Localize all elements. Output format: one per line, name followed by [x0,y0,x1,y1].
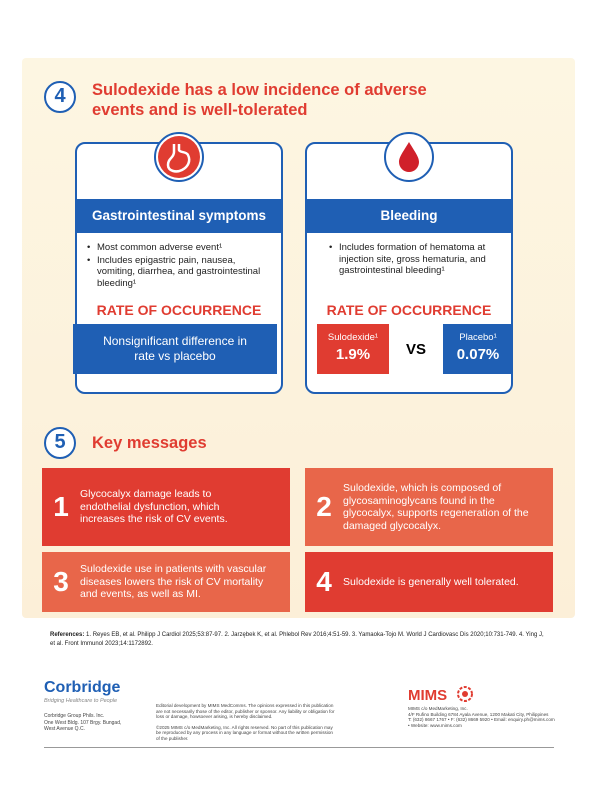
address-line: West Avenue Q.C. [44,726,85,732]
disclaimer-text: Editorial development by MIMS MedComms. … [156,703,335,720]
sponsor-tagline: Bridging Healthcare to People [44,698,118,704]
rate-heading: RATE OF OCCURRENCE [326,302,492,318]
message-number: 4 [316,565,332,597]
references: References: 1. Reyes EB, et al. Philipp … [50,631,550,649]
address-line: MIMS c/o MedMarketing, Inc. [408,706,468,711]
disclaimer-text: ©2025 MIMS c/o MedMarketing, Inc. All ri… [156,724,333,741]
bullet: Includes epigastric pain, nausea, vomiti… [87,255,275,290]
divider [44,747,554,748]
stomach-icon [154,132,204,182]
icon-graphic [388,136,430,178]
address-line: One West Bldg. 107 Brgy. Bungad, [44,719,122,726]
message-text: Sulodexide, which is composed of glycosa… [343,482,529,532]
rate-heading: RATE OF OCCURRENCE [96,302,262,318]
message-number: 2 [316,490,332,522]
box-label: Sulodexide¹ [327,332,379,343]
message-number: 1 [53,490,69,522]
publisher-address: MIMS c/o MedMarketing, Inc. 4/F Rufino B… [408,706,578,728]
section-title: Sulodexide has a low incidence of advers… [92,81,427,119]
publisher-emblem [457,686,473,702]
message: 4 Sulodexide is generally well tolerated. [305,552,553,612]
card-title: Gastrointestinal symptoms [77,199,281,233]
section-number: 5 [44,427,76,459]
card: Gastrointestinal symptoms Most common ad… [73,142,283,394]
bullet-list: Includes formation of hematoma at inject… [329,242,499,278]
address-line: • Website: www.mims.com [408,722,462,728]
references-label: References: [50,632,85,638]
bullet-list: Most common adverse event¹ Includes epig… [87,242,275,290]
sulodexide-box: Sulodexide¹ 1.9% [317,324,389,374]
drop-icon [384,132,434,182]
section-number: 4 [44,81,76,113]
bullet: Includes formation of hematoma at inject… [329,242,499,277]
box-value: 1.9% [335,346,371,363]
bullet: Most common adverse event¹ [87,242,275,254]
icon-graphic [158,136,200,178]
message-text: Sulodexide is generally well tolerated. [343,575,519,588]
box-value: 0.07% [456,346,500,363]
disclaimer: Editorial development by MIMS MedComms. … [156,703,336,742]
placebo-box: Placebo¹ 0.07% [443,324,513,374]
message: 2 Sulodexide, which is composed of glycos… [305,468,553,546]
message: 3 Sulodexide use in patients with vascula… [42,552,290,612]
references-text: 1. Reyes EB, et al. Philipp J Cardiol 20… [50,632,544,647]
message-text: Sulodexide use in patients with vascular… [80,563,267,601]
sponsor-logo: Corbridge [44,679,121,696]
box-label: Placebo¹ [459,332,497,343]
publisher-logo: MIMS [408,687,448,704]
sponsor-address: Corbridge Group Phils. Inc. One West Bld… [44,713,144,733]
address-line: 4/F Rufino Building 6784 Ayala Avenue, 1… [408,711,549,717]
card: Bleeding Includes formation of hematoma … [305,142,513,394]
message-number: 3 [53,565,69,597]
address-line: Corbridge Group Phils. Inc. [44,713,105,719]
card-title: Bleeding [307,199,511,233]
vs: VS [405,341,426,358]
address-line: T: (632) 8667 1767 • F: (632) 8669 5920 … [408,717,555,723]
message-text: Glycocalyx damage leads to endothelial d… [80,488,228,526]
section-title: Key messages [92,434,207,452]
result-box: Nonsignificant difference in rate vs pla… [73,324,277,374]
message: 1 Glycocalyx damage leads to endothelial … [42,468,290,546]
